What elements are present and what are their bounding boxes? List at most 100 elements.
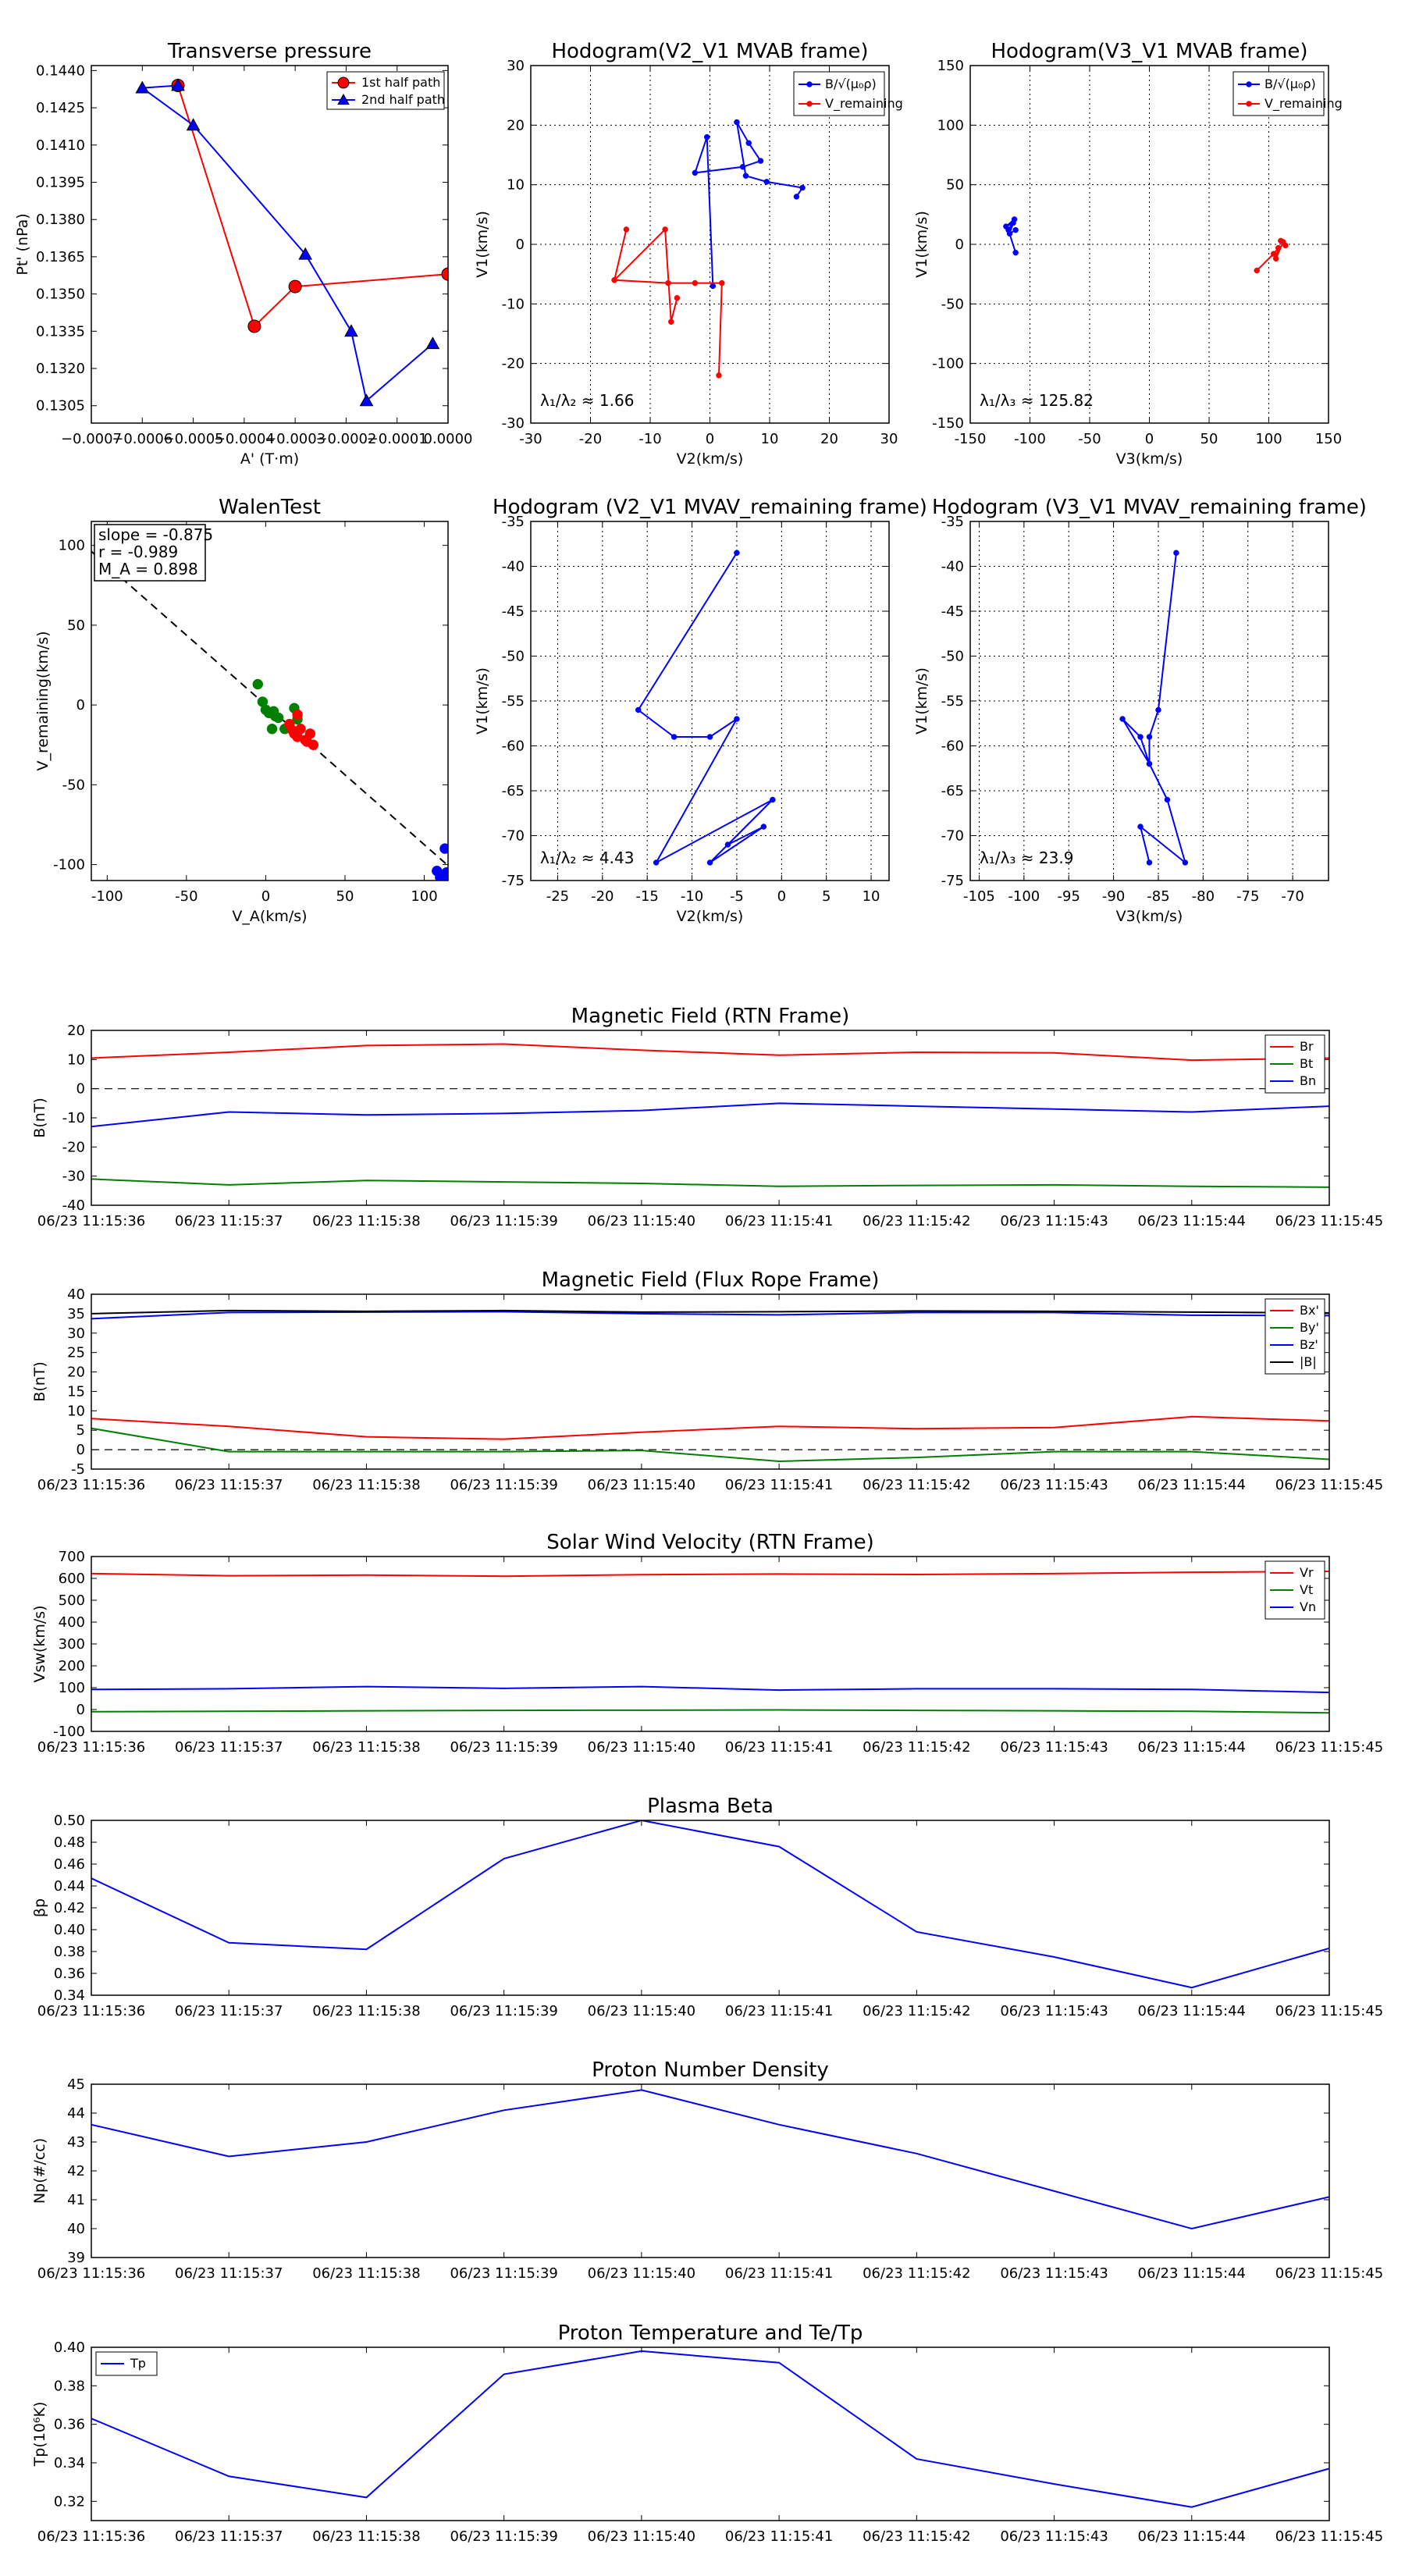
legend-label: Vn [1300,1599,1316,1614]
data-point [670,734,678,740]
y-tick-label: 43 [67,2134,85,2151]
data-point [706,859,713,866]
y-tick-label: 50 [946,177,964,194]
x-tick-label: 06/23 11:15:43 [1000,2003,1108,2019]
plot-area [91,1043,1329,1188]
y-tick-label: 700 [59,1549,85,1565]
y-tick-label: 5 [76,1422,85,1439]
legend-label: Vt [1300,1582,1313,1597]
chart-beta: 06/23 11:15:36 06/23 11:15:37 06/23 11:15:… [31,1795,1383,2019]
data-point [760,824,767,830]
x-tick-label: 06/23 11:15:36 [37,1739,145,1756]
stats-line: slope = -0.875 [98,525,213,544]
y-tick-label: -70 [502,828,525,845]
y-tick-label: 0.40 [54,1922,85,1938]
y-tick-label: -20 [62,1139,85,1155]
chart-pt: −0.0007−0.0006−0.0005−0.0004−0.0003−0.00… [14,40,472,468]
y-tick-label: 100 [59,538,85,554]
x-tick-label: 06/23 11:15:38 [312,2265,420,2282]
x-tick-label: 06/23 11:15:38 [312,2528,420,2545]
stats-box [94,524,206,582]
data-point [266,724,278,735]
x-tick-label: 06/23 11:15:42 [863,2528,970,2545]
axes-frame [530,65,890,424]
x-tick-label: 06/23 11:15:39 [450,2003,557,2019]
series-line-0 [177,85,448,328]
series-line-|B| [91,1309,1329,1315]
data-point [1155,706,1161,713]
data-point [719,279,725,286]
y-tick-label: -50 [62,777,85,793]
y-tick-label: 0.34 [54,1987,85,2004]
y-tick-label: -50 [941,649,964,665]
y-tick-label: 40 [67,2221,85,2237]
x-tick-label: 06/23 11:15:41 [725,2003,833,2019]
y-tick-label: -40 [62,1197,85,1214]
data-point [1146,734,1153,740]
chart-title: Hodogram(V2_V1 MVAB frame) [551,40,868,63]
legend-label: B/√(μ₀ρ) [825,76,877,91]
data-point [287,725,298,736]
data-point [1146,859,1153,866]
y-tick-label: 30 [507,58,525,74]
x-tick-label: 06/23 11:15:39 [450,2528,557,2545]
y-tick-label: -40 [941,559,964,575]
y-tick-label: 0.46 [54,1856,85,1873]
y-tick-label: 600 [59,1571,85,1587]
x-tick-label: 0.0000 [424,431,473,447]
data-point [298,247,313,260]
legend-marker [337,76,350,89]
data-point [292,709,303,720]
y-tick-label: -65 [941,783,964,799]
x-tick-label: 06/23 11:15:37 [175,2003,283,2019]
y-tick-label: 42 [67,2163,85,2179]
x-tick-label: 06/23 11:15:36 [37,2003,145,2019]
y-tick-label: 0.36 [54,1966,85,1982]
y-tick-label: 35 [67,1306,85,1322]
x-tick-label: -100 [91,888,123,905]
legend-marker [337,93,350,105]
axes-frame [91,1030,1330,1206]
x-tick-label: 06/23 11:15:40 [588,2265,695,2282]
data-point [247,319,261,333]
x-tick-label: 06/23 11:15:42 [863,1213,970,1229]
y-tick-label: -5 [71,1461,85,1478]
x-tick-label: 06/23 11:15:44 [1138,1739,1246,1756]
x-tick-label: 06/23 11:15:39 [450,2265,557,2282]
legend-label: B/√(μ₀ρ) [1264,76,1316,91]
x-tick-label: 06/23 11:15:38 [312,2003,420,2019]
plot-area [635,550,776,866]
series-line-Np [91,2089,1329,2230]
data-point [745,140,752,146]
x-axis-label: V2(km/s) [677,450,744,468]
y-tick-label: 25 [67,1345,85,1361]
y-axis-label: Pt' (nPa) [14,213,31,275]
y-tick-label: 10 [67,1051,85,1068]
legend-marker [806,101,813,107]
chart-title: Solar Wind Velocity (RTN Frame) [546,1531,873,1554]
series-line-1 [613,227,723,375]
y-tick-label: 0.1350 [36,286,85,303]
x-tick-label: 100 [1255,431,1282,447]
x-tick-label: 06/23 11:15:45 [1275,2003,1383,2019]
plot-area [91,1309,1329,1463]
x-tick-label: 06/23 11:15:43 [1000,2265,1108,2282]
chart-np: 06/23 11:15:36 06/23 11:15:37 06/23 11:15:… [31,2058,1383,2282]
data-point [1006,230,1013,237]
data-point [1003,223,1009,229]
y-tick-label: 39 [67,2250,85,2266]
data-point [706,734,713,740]
x-tick-label: 20 [820,431,838,447]
series-line-0 [637,552,774,865]
legend-label: |B| [1300,1354,1317,1369]
data-point [665,279,671,286]
chart-hodo3: -25 -20 -15 -10 -5 0 5 10-75-70-65-60-55-50-45-… [474,496,927,925]
data-point [288,279,302,294]
y-tick-label: 0 [955,237,964,253]
y-tick-label: -150 [932,415,964,432]
x-tick-label: 06/23 11:15:37 [175,2528,283,2545]
x-tick-label: 06/23 11:15:39 [450,1739,557,1756]
y-tick-label: -30 [502,415,525,432]
y-axis-label: Tp(10⁶K) [31,2402,48,2467]
y-tick-label: 30 [67,1325,85,1342]
